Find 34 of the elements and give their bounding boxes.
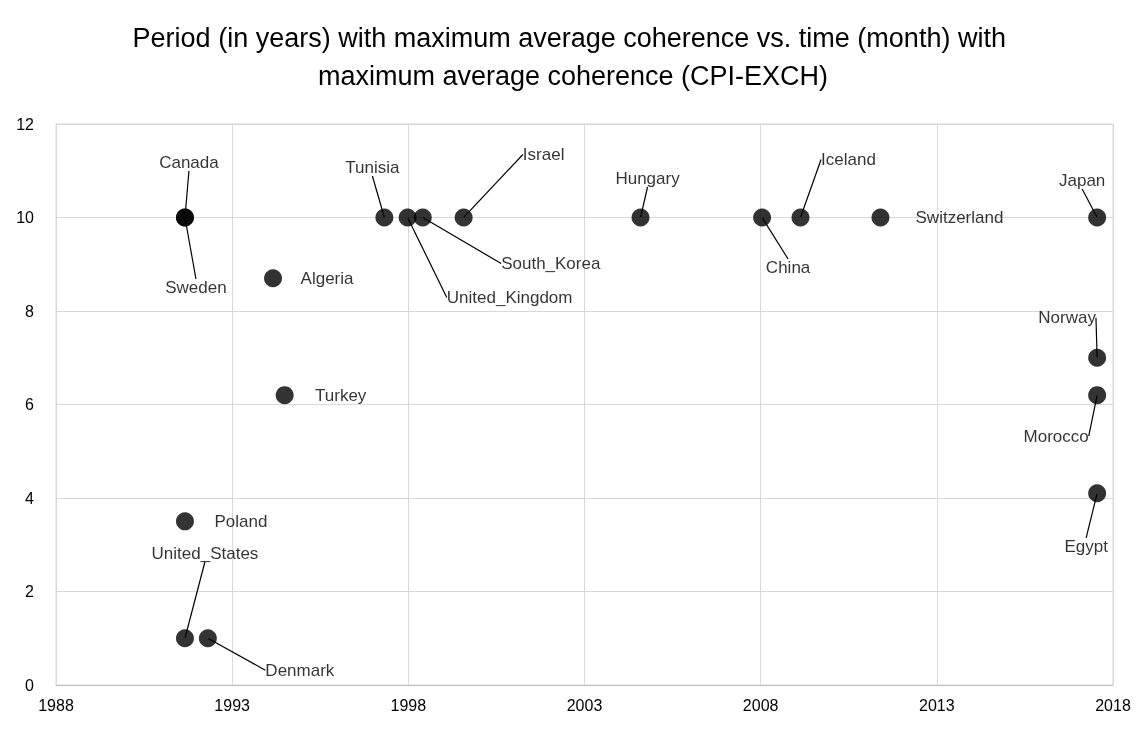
annotation: Egypt [1064, 536, 1109, 556]
annotation: China [765, 258, 811, 277]
y-tick-label: 6 [25, 396, 35, 413]
y-tick-label: 4 [25, 489, 35, 507]
annotation: Canada [159, 153, 220, 172]
x-tick-label: 2018 [1095, 696, 1131, 714]
x-tick-label: 1998 [390, 696, 427, 714]
annotation: United_Kingdom [446, 288, 573, 307]
annotation: Morocco [1023, 426, 1089, 446]
annotation: Japan [1058, 171, 1106, 190]
annotation: Israel [522, 145, 565, 164]
y-tick-label: 12 [16, 115, 35, 133]
annotation: Hungary [615, 169, 681, 188]
annotation: Norway [1038, 308, 1097, 328]
annotation: Sweden [165, 278, 227, 297]
annotation: Iceland [821, 150, 876, 169]
x-tick-label: 2008 [742, 696, 779, 714]
x-tick-label: 2003 [566, 696, 603, 714]
y-tick-label: 2 [25, 583, 35, 600]
annotation: Poland [214, 511, 268, 531]
annotation: Switzerland [915, 208, 1004, 227]
annotation: Turkey [315, 385, 367, 405]
annotation: United_States [151, 543, 259, 563]
y-tick-label: 8 [25, 302, 35, 320]
annotation: Tunisia [345, 158, 401, 177]
annotation: South_Korea [501, 254, 601, 273]
chart-title: Period (in years) with maximum average coherence vs. time (month) with maximum average coherence (CPI-EXCH) [132, 23, 1014, 91]
x-tick-label: 1993 [214, 696, 251, 714]
annotation: Denmark [265, 660, 335, 680]
y-tick-label: 10 [16, 209, 35, 226]
x-tick-label: 1988 [38, 696, 74, 714]
annotation: Algeria [300, 268, 355, 288]
x-tick-label: 2013 [919, 696, 955, 714]
y-tick-label: 0 [25, 676, 35, 694]
